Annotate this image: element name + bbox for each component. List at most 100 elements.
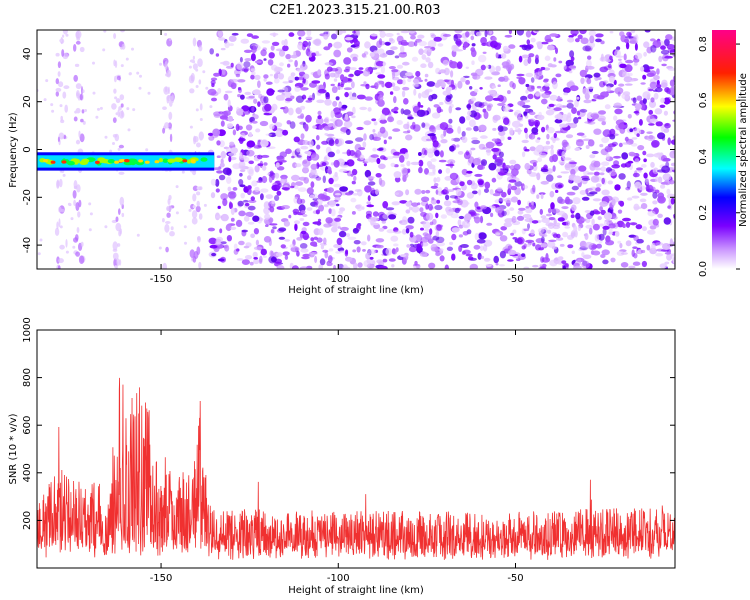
noise-blob [541, 98, 548, 105]
noise-blob [269, 73, 273, 77]
noise-blob [600, 254, 606, 258]
y-tick-label: 1000 [22, 317, 33, 342]
noise-blob [550, 202, 555, 210]
noise-blob [389, 38, 395, 44]
noise-blob [514, 180, 523, 187]
noise-blob [633, 110, 639, 114]
noise-blob [260, 248, 267, 256]
noise-blob [274, 78, 280, 84]
noise-blob [655, 242, 664, 246]
noise-blob [484, 188, 489, 194]
noise-blob [572, 197, 581, 205]
noise-blob [382, 201, 389, 209]
noise-blob [604, 145, 613, 153]
noise-blob [248, 131, 253, 138]
noise-blob [297, 30, 306, 37]
signal-hotspot [144, 160, 150, 164]
noise-blob [271, 103, 278, 111]
noise-blob [414, 260, 418, 266]
snr-frame [36, 329, 676, 569]
noise-blob [574, 147, 581, 151]
noise-blob [270, 256, 277, 263]
noise-blob [571, 185, 579, 191]
noise-blob [251, 120, 258, 124]
noise-blob [434, 183, 439, 187]
noise-blob [354, 189, 362, 192]
noise-blob [656, 248, 664, 252]
noise-blob [570, 56, 575, 62]
noise-blob [253, 98, 258, 104]
noise-blob [580, 37, 589, 45]
noise-blob [59, 104, 63, 108]
noise-blob [399, 200, 408, 204]
noise-blob [492, 193, 501, 197]
noise-blob [549, 33, 559, 37]
noise-blob [289, 244, 296, 249]
noise-blob [379, 155, 386, 160]
noise-blob [207, 132, 214, 136]
noise-blob [228, 156, 232, 163]
figure-title: C2E1.2023.315.21.00.R03 [269, 3, 440, 18]
noise-blob [470, 47, 476, 53]
noise-blob [360, 241, 367, 246]
noise-blob [318, 124, 324, 130]
noise-blob [514, 112, 519, 116]
noise-blob [535, 54, 539, 61]
noise-blob [425, 203, 429, 210]
noise-blob [421, 91, 429, 99]
noise-blob [459, 116, 466, 124]
noise-blob [425, 189, 431, 194]
noise-blob [525, 132, 529, 140]
noise-blob [351, 115, 356, 119]
noise-blob [461, 168, 468, 176]
noise-blob [584, 210, 591, 213]
noise-streak [54, 227, 60, 236]
noise-blob [307, 97, 313, 101]
noise-blob [584, 241, 594, 249]
noise-blob [292, 208, 300, 214]
noise-blob [472, 157, 481, 166]
noise-blob [211, 97, 217, 102]
noise-blob [247, 175, 252, 181]
noise-blob [507, 136, 512, 140]
noise-blob [517, 199, 521, 206]
noise-blob [619, 31, 625, 37]
noise-blob [599, 144, 604, 148]
noise-blob [328, 123, 333, 127]
noise-blob [656, 79, 660, 86]
noise-blob [407, 168, 411, 173]
noise-blob [276, 190, 282, 196]
noise-blob [425, 212, 434, 221]
noise-blob [277, 89, 286, 93]
signal-peak [67, 161, 75, 166]
noise-blob [433, 36, 442, 42]
noise-blob [316, 135, 320, 141]
noise-blob [375, 173, 382, 178]
noise-blob [646, 66, 655, 70]
noise-blob [260, 154, 270, 158]
noise-blob [316, 99, 325, 104]
noise-blob [528, 53, 535, 58]
noise-blob [507, 249, 517, 256]
noise-blob [664, 261, 670, 265]
noise-blob [676, 199, 681, 203]
noise-blob [322, 175, 326, 184]
noise-blob [652, 218, 659, 226]
noise-streak [80, 118, 84, 123]
noise-blob [287, 107, 294, 116]
noise-blob [516, 30, 524, 36]
noise-blob [424, 73, 429, 78]
noise-blob [219, 115, 228, 120]
noise-blob [557, 256, 564, 261]
noise-blob [465, 127, 472, 131]
y-tick-label: 400 [22, 463, 33, 482]
noise-blob [283, 106, 289, 114]
noise-blob [562, 231, 569, 238]
noise-blob [411, 202, 419, 207]
noise-blob [561, 139, 568, 148]
signal-hotspot [61, 160, 67, 164]
noise-blob [333, 264, 337, 269]
noise-blob [546, 229, 552, 234]
noise-blob [212, 128, 221, 137]
noise-blob [585, 218, 591, 224]
